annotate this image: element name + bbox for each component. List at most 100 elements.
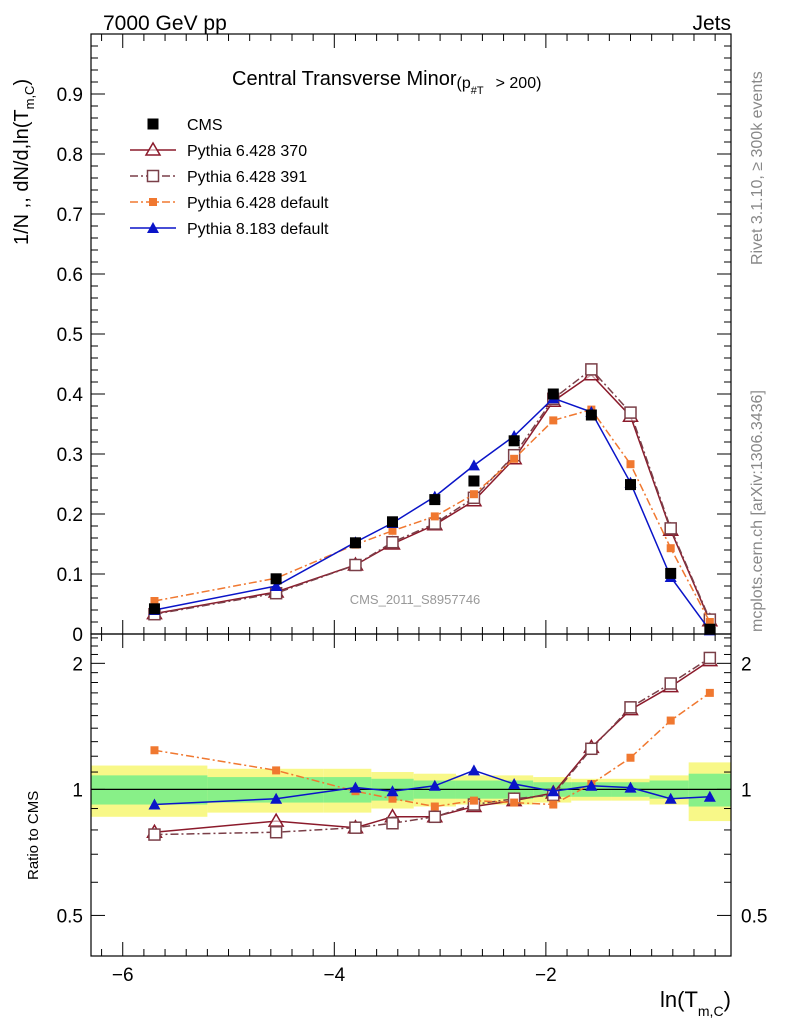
legend-label-1: Pythia 6.428 370	[187, 143, 307, 160]
ratio-point-2	[469, 796, 478, 805]
main-point-0	[429, 494, 441, 506]
main-point-2	[585, 363, 598, 376]
energy-label: 7000 GeV pp	[103, 12, 227, 35]
main-point-3	[510, 454, 519, 463]
ratio-ytick-label: 2	[72, 654, 83, 675]
title-cut: (p	[457, 75, 471, 92]
main-point-0	[270, 573, 282, 585]
ratio-ytick-label-right: 2	[741, 654, 752, 675]
ratio-line-1	[154, 657, 711, 836]
main-point-0	[547, 388, 559, 400]
main-point-2	[624, 406, 637, 419]
main-point-2	[664, 522, 677, 535]
main-ytick-label: 0.2	[57, 505, 83, 526]
ratio-point-2	[150, 746, 159, 755]
legend: CMS Pythia 6.428 370 Pythia 6.428 391 Pythi…	[130, 117, 329, 238]
main-point-3	[549, 416, 558, 425]
ratio-point-1	[624, 701, 637, 714]
rivet-label: Rivet 3.1.10, ≥ 300k events	[749, 71, 766, 265]
legend-label-4: Pythia 8.183 default	[187, 221, 329, 238]
ratio-ytick-label-right: 1	[741, 780, 752, 801]
xlabel-sub: m,C	[698, 1003, 724, 1019]
ratio-point-2	[510, 798, 519, 807]
main-point-0	[349, 537, 361, 549]
ratio-ytick-label: 1	[72, 780, 83, 801]
legend-marker-3	[149, 198, 157, 206]
ratio-point-3	[270, 792, 283, 804]
ratio-xtick-label: −4	[323, 965, 345, 986]
main-point-3	[666, 544, 675, 553]
ratio-ytick-label-right: 0.5	[741, 906, 767, 927]
main-point-0	[386, 516, 398, 528]
axes: 0 0.1 0.2 0.3 0.4 0.5 0.6 0.7 0.8 0.9 −6 −4 −2 0.5 0.5…	[57, 33, 767, 986]
main-series-lines	[146, 363, 719, 636]
main-point-4	[270, 580, 283, 591]
legend-marker-0	[147, 118, 159, 130]
main-ytick-label: 0.9	[57, 85, 83, 106]
ratio-line-0	[154, 659, 711, 833]
ratio-point-2	[626, 753, 635, 762]
analysis-watermark: CMS_2011_S8957746	[350, 592, 481, 607]
ratio-point-2	[705, 688, 714, 697]
ratio-point-3	[467, 764, 480, 776]
main-ytick-label: 0.3	[57, 445, 83, 466]
ratio-point-3	[624, 781, 637, 793]
ratio-point-1	[269, 825, 283, 839]
ratio-point-1	[148, 828, 161, 841]
ratio-point-1	[703, 651, 717, 665]
main-point-2	[386, 535, 399, 549]
main-ylabel-end: )	[11, 79, 33, 86]
ratio-ylabel: Ratio to CMS	[25, 791, 42, 880]
main-point-3	[150, 597, 159, 605]
chart-title: Central Transverse Minor(p#T > 200)	[232, 68, 541, 97]
ratio-point-1	[428, 810, 442, 824]
main-ytick-label: 0.8	[57, 145, 83, 166]
main-line-4	[154, 397, 711, 631]
main-point-0	[148, 603, 160, 615]
ratio-point-3	[703, 790, 716, 802]
main-point-3	[469, 490, 478, 499]
legend-label-2: Pythia 6.428 391	[187, 169, 307, 186]
main-point-3	[430, 512, 439, 521]
main-point-0	[665, 567, 677, 579]
main-ytick-label: 0.5	[57, 325, 83, 346]
ratio-point-2	[666, 716, 675, 725]
title-cut-rest: > 200)	[496, 75, 542, 92]
ratio-frame	[90, 633, 732, 957]
main-ytick-label: 0.4	[57, 385, 84, 406]
legend-label-0: CMS	[187, 117, 223, 134]
main-point-0	[704, 623, 716, 635]
main-ylabel-text: 1/N ,, dN/d,ln(T	[11, 109, 33, 245]
main-point-3	[705, 618, 714, 626]
ratio-xtick-label: −6	[112, 965, 134, 986]
main-line-2	[154, 368, 711, 620]
ratio-point-3	[349, 781, 362, 793]
main-ylabel: 1/N ,, dN/d,ln(Tm,C)	[11, 79, 37, 245]
ratio-ytick-label: 0.5	[57, 906, 83, 927]
main-ytick-label: 0	[72, 625, 83, 646]
title-main: Central Transverse Minor	[232, 68, 457, 90]
legend-marker-4	[147, 222, 159, 233]
ratio-series-lines	[146, 651, 719, 841]
main-point-0	[508, 435, 520, 447]
ratio-point-3	[148, 798, 161, 810]
ratio-point-1	[664, 677, 677, 690]
ratio-point-2	[549, 800, 558, 809]
ratio-line-3	[154, 769, 710, 806]
ratio-point-1	[349, 821, 362, 834]
ratio-xtick-label: −2	[535, 965, 557, 986]
ratio-xlabel: ln(Tm,C)	[660, 987, 731, 1019]
ratio-point-3	[585, 779, 598, 791]
xlabel-end: )	[724, 987, 731, 1012]
main-ytick-label: 0.7	[57, 205, 83, 226]
jets-label: Jets	[692, 12, 731, 35]
main-ytick-label: 0.6	[57, 265, 83, 286]
main-ylabel-sub: m,C	[22, 86, 37, 110]
title-cut-sub: #T	[471, 85, 484, 97]
ratio-point-0	[267, 812, 285, 827]
main-point-0	[585, 409, 597, 421]
ratio-point-2	[430, 802, 439, 811]
ratio-point-2	[388, 794, 397, 803]
legend-marker-1	[144, 141, 162, 156]
